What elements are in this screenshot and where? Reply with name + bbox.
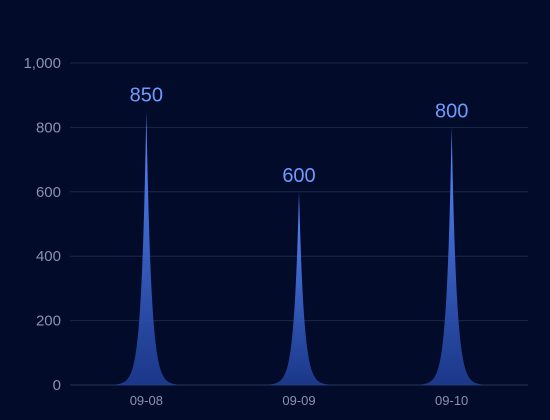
peak-09-10 (421, 127, 482, 386)
x-tick-label: 09-10 (435, 393, 468, 408)
x-tick-label: 09-09 (282, 393, 315, 408)
y-axis: 0 200 400 600 800 1,000 (23, 55, 61, 394)
data-labels: 850 600 800 (130, 84, 469, 187)
data-label: 800 (435, 100, 468, 122)
x-tick-label: 09-08 (130, 393, 163, 408)
y-tick-label: 1,000 (23, 55, 61, 72)
y-tick-label: 800 (36, 119, 61, 136)
x-axis: 09-08 09-09 09-10 (130, 393, 469, 408)
peak-09-08 (116, 111, 177, 386)
peaks (116, 111, 482, 386)
y-tick-label: 600 (36, 184, 61, 201)
y-tick-label: 200 (36, 313, 61, 330)
y-tick-label: 0 (53, 377, 61, 394)
y-tick-label: 400 (36, 248, 61, 265)
data-label: 850 (130, 84, 163, 106)
peak-09-09 (269, 191, 329, 385)
data-label: 600 (282, 165, 315, 187)
